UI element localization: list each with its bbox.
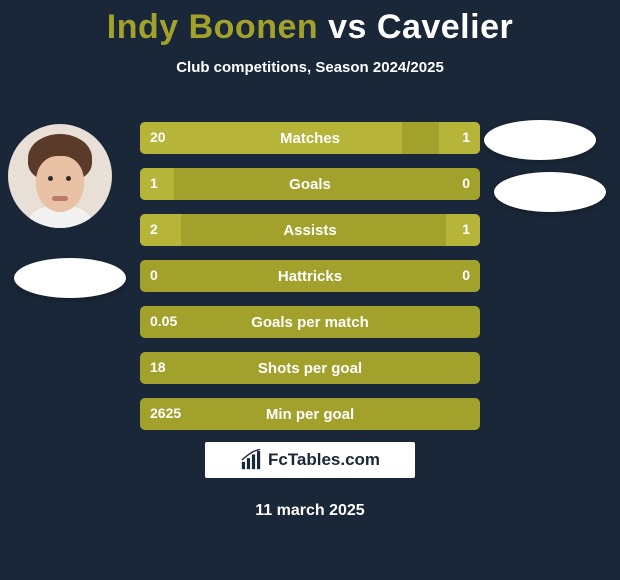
stat-value-left: 1 [150, 175, 158, 191]
subtitle: Club competitions, Season 2024/2025 [0, 59, 620, 76]
stat-label: Min per goal [140, 406, 480, 423]
stat-label: Goals [140, 176, 480, 193]
stat-value-left: 2625 [150, 405, 181, 421]
stat-row: Goals per match0.05 [140, 306, 480, 338]
stat-label: Goals per match [140, 314, 480, 331]
player2-club-badge-2 [494, 172, 606, 212]
stat-row: Shots per goal18 [140, 352, 480, 384]
stat-value-left: 18 [150, 359, 166, 375]
stat-label: Hattricks [140, 268, 480, 285]
player1-club-badge [14, 258, 126, 298]
player1-avatar [8, 124, 112, 228]
branding-badge: FcTables.com [205, 442, 415, 478]
stat-label: Matches [140, 130, 480, 147]
title-vs: vs [328, 8, 367, 46]
stats-panel: Matches201Goals10Assists21Hattricks00Goa… [140, 122, 480, 444]
stat-row: Hattricks0 0 [140, 260, 480, 292]
page-title: Indy Boonen vs Cavelier [0, 0, 620, 47]
stat-value-right: 0 [462, 175, 470, 191]
stat-value-left: 0 [150, 267, 158, 283]
stat-value-right: 1 [462, 221, 470, 237]
stat-value-right: 0 [462, 267, 470, 283]
stat-value-right: 1 [462, 129, 470, 145]
stat-label: Shots per goal [140, 360, 480, 377]
stat-value-left: 20 [150, 129, 166, 145]
stat-row: Goals1 0 [140, 168, 480, 200]
stat-row: Matches20 1 [140, 122, 480, 154]
date-label: 11 march 2025 [0, 502, 620, 520]
stat-value-left: 2 [150, 221, 158, 237]
title-player2: Cavelier [377, 8, 513, 46]
title-player1: Indy Boonen [107, 8, 318, 46]
player2-club-badge-1 [484, 120, 596, 160]
chart-icon [240, 449, 262, 471]
stat-value-left: 0.05 [150, 313, 177, 329]
stat-label: Assists [140, 222, 480, 239]
stat-row: Min per goal2625 [140, 398, 480, 430]
branding-text: FcTables.com [268, 450, 380, 470]
stat-row: Assists2 1 [140, 214, 480, 246]
